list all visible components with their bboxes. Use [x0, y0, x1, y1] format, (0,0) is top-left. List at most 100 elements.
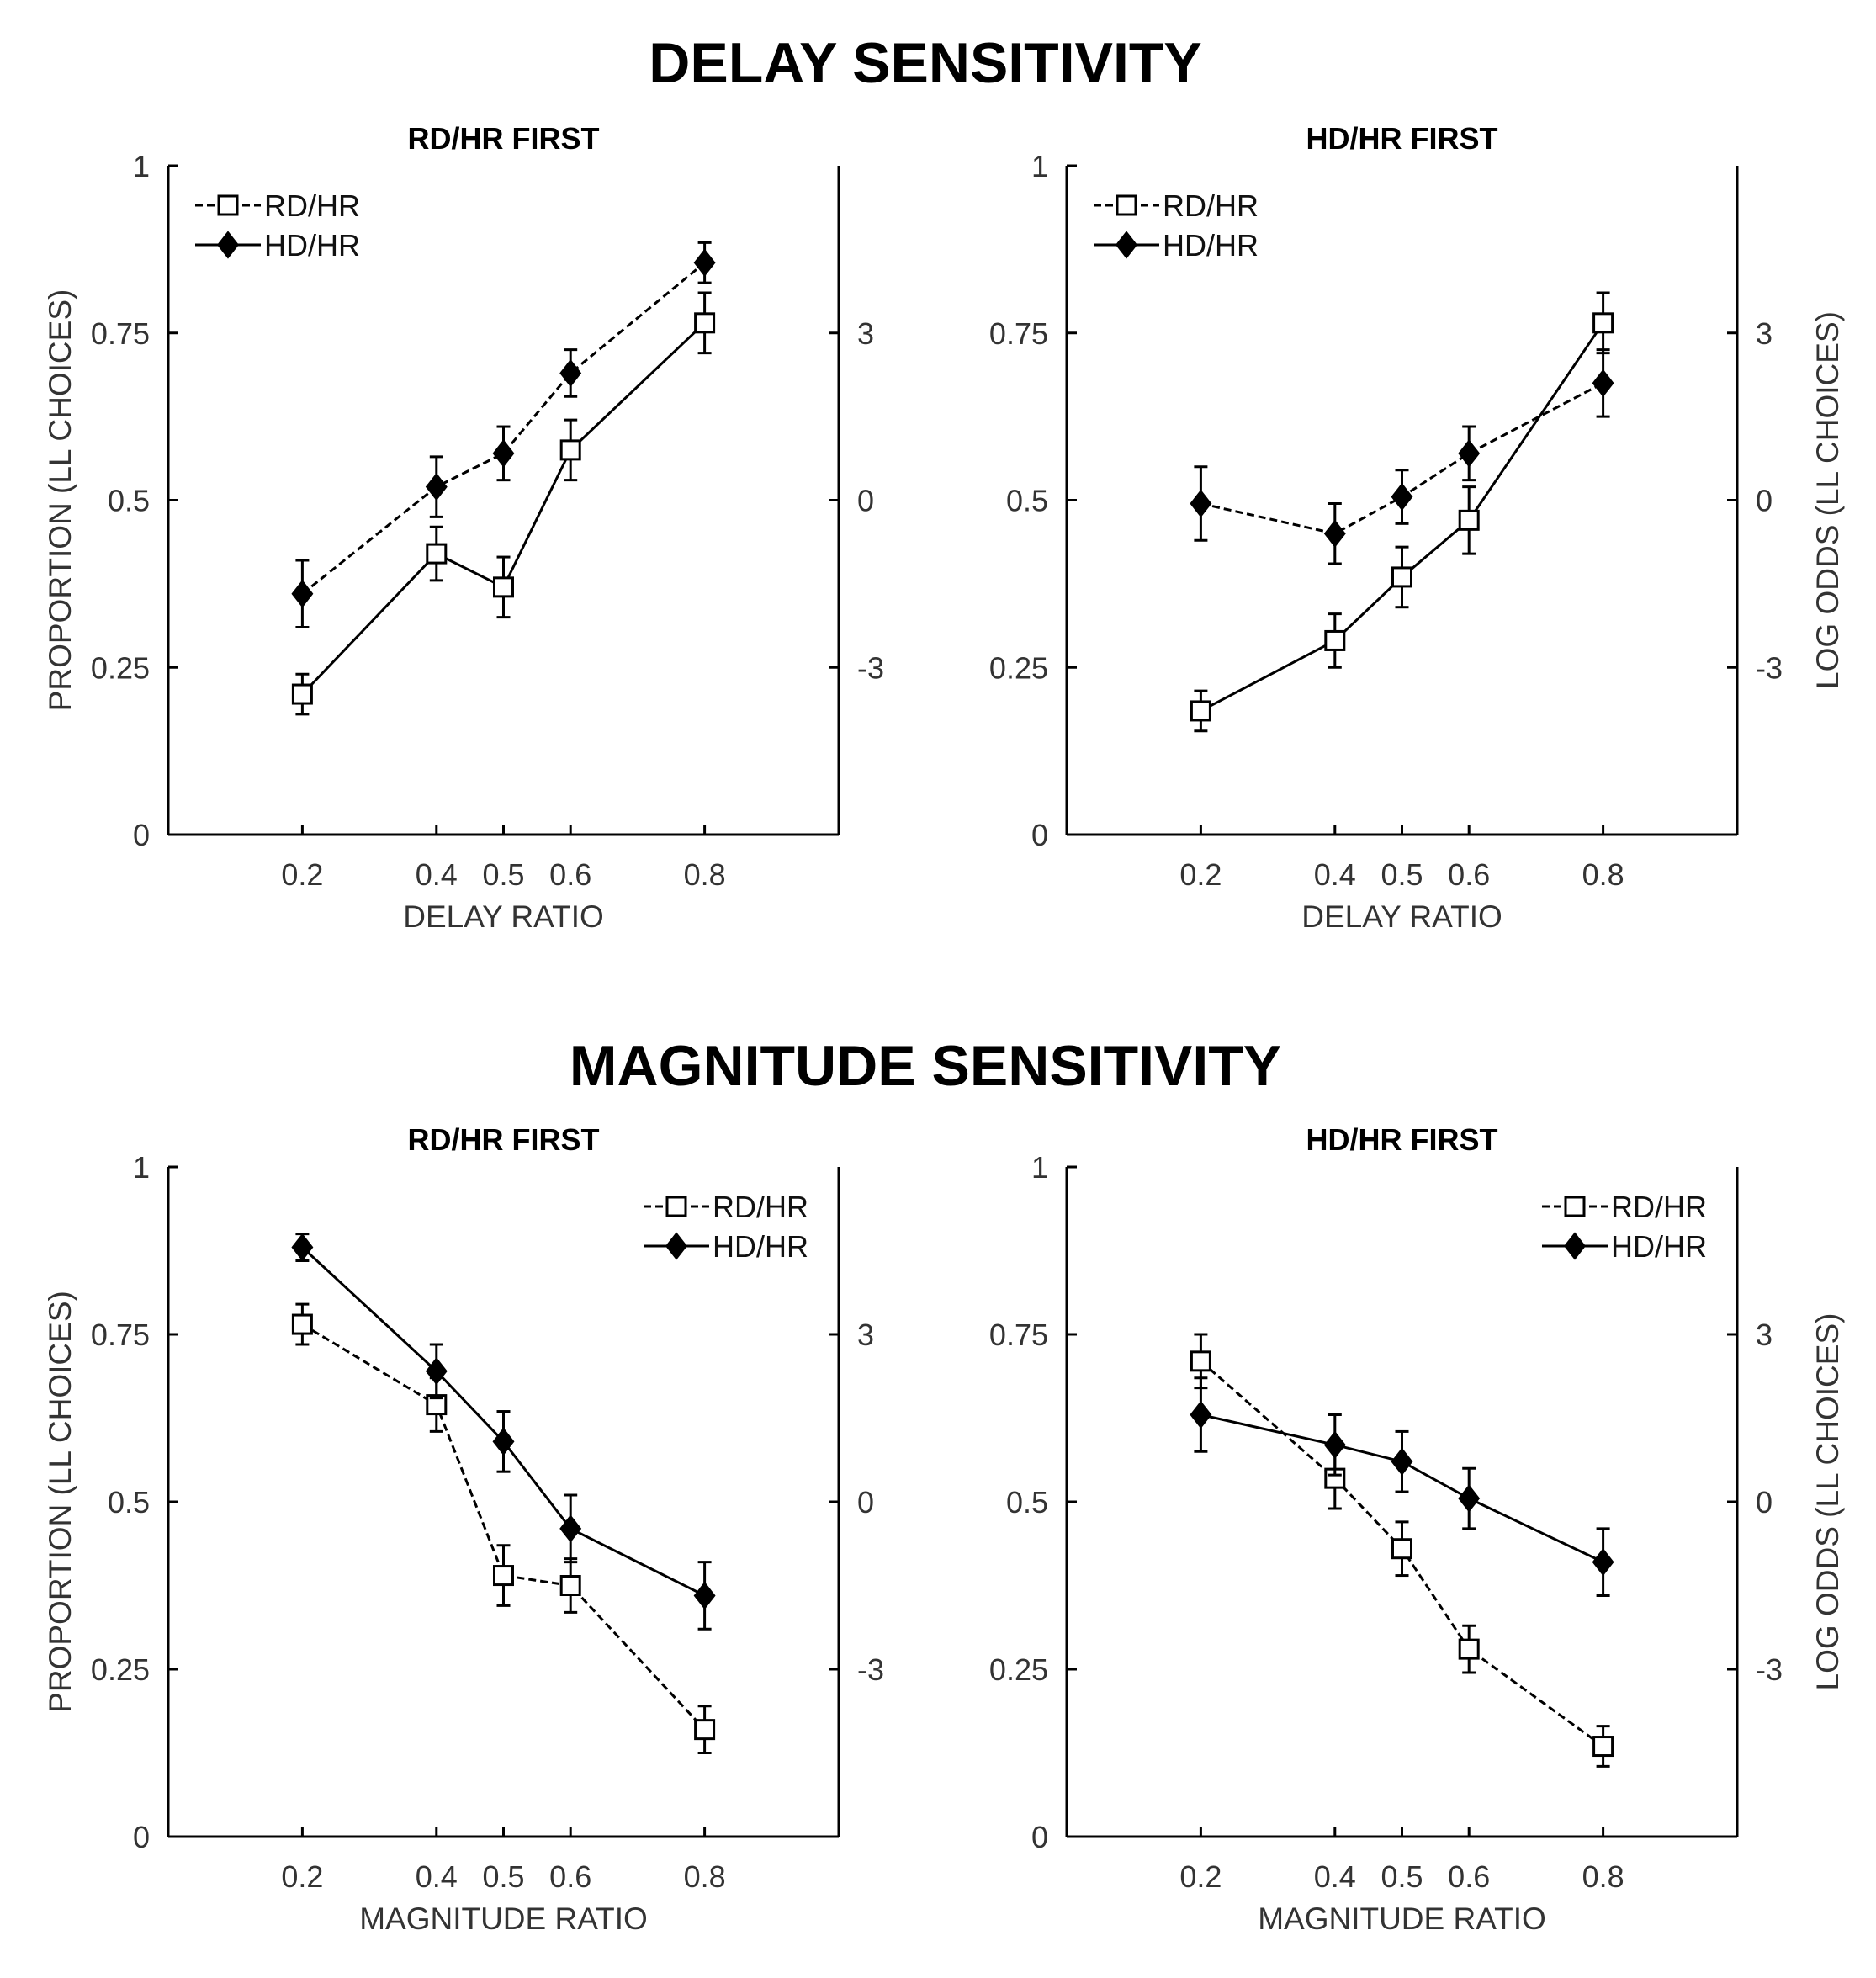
data-point	[492, 1427, 515, 1456]
data-point	[1592, 312, 1614, 334]
data-point	[694, 1719, 716, 1741]
magnitude-section-title: MAGNITUDE SENSITIVITY	[570, 1034, 1281, 1098]
data-point	[693, 1581, 716, 1610]
x-tick-label: 0.2	[1179, 857, 1222, 892]
y-tick-label: 0.75	[91, 316, 150, 351]
data-point	[559, 358, 582, 388]
x-tick-label: 0.5	[1381, 857, 1423, 892]
data-point	[493, 576, 514, 598]
x-tick-label: 0.2	[1179, 1859, 1222, 1894]
y2-tick-label: 0	[1756, 1485, 1773, 1519]
data-point	[1391, 1447, 1413, 1476]
x-tick-label: 0.2	[281, 1859, 323, 1894]
legend-label: RD/HR	[1163, 188, 1259, 223]
data-point	[1323, 519, 1346, 548]
legend-label: RD/HR	[713, 1190, 808, 1224]
y-tick-label: 0.25	[91, 650, 150, 685]
panel-3: RD/HR FIRST 0 0.25 0.5 0.75 1 -3 0 3 0.2 0.4 0.5 0.6…	[43, 1122, 884, 1936]
panel-4: HD/HR FIRST 0 0.25 0.5 0.75 1 -3 0 3 0.2 0.4 0.5 0.6…	[989, 1122, 1845, 1936]
legend: RD/HR HD/HR	[1094, 188, 1259, 262]
series-hd-hr	[1190, 348, 1614, 565]
y2-tick-label: 3	[1756, 316, 1773, 351]
series-rd-hr	[1190, 1333, 1614, 1768]
panel-title: RD/HR FIRST	[408, 1122, 600, 1157]
x-tick-label: 0.4	[416, 857, 458, 892]
data-point	[425, 472, 448, 501]
data-point	[291, 580, 314, 608]
data-point	[1592, 1548, 1614, 1577]
y2-tick-label: 3	[857, 316, 874, 351]
legend-label: RD/HR	[264, 188, 360, 223]
data-point	[1324, 629, 1346, 651]
y-axis-label: PROPORTION (LL CHOICES)	[43, 1291, 77, 1713]
data-point	[1190, 700, 1211, 722]
data-point	[291, 1313, 313, 1335]
legend: RD/HR HD/HR	[195, 188, 360, 262]
x-axis-label: MAGNITUDE RATIO	[1258, 1901, 1546, 1936]
data-point	[425, 1357, 448, 1386]
data-point	[1323, 1430, 1346, 1459]
data-point	[1458, 509, 1480, 531]
y-tick-label: 0.5	[108, 484, 150, 518]
y-tick-label: 1	[1031, 149, 1048, 183]
legend-label: HD/HR	[1163, 228, 1259, 262]
legend-marker	[1116, 194, 1137, 216]
x-tick-label: 0.5	[482, 857, 524, 892]
data-point	[291, 683, 313, 705]
y2-tick-label: 3	[1756, 1318, 1773, 1352]
series-hd-hr	[291, 241, 716, 629]
y2-axis-label: LOG ODDS (LL CHOICES)	[1810, 311, 1845, 689]
y2-tick-label: 0	[1756, 484, 1773, 518]
legend-marker	[217, 194, 239, 216]
data-point	[559, 1575, 581, 1596]
data-point	[1592, 1736, 1614, 1758]
legend-marker	[665, 1196, 687, 1217]
y2-tick-label: -3	[1756, 650, 1783, 685]
legend-marker	[1116, 231, 1137, 259]
legend-marker	[665, 1232, 687, 1260]
legend: RD/HR HD/HR	[644, 1190, 808, 1264]
data-point	[1391, 1538, 1412, 1560]
y-tick-label: 0	[1031, 1820, 1048, 1854]
data-point	[693, 248, 716, 277]
y2-tick-label: 3	[857, 1318, 874, 1352]
data-point	[291, 1233, 314, 1262]
data-point	[426, 543, 448, 565]
y2-tick-label: 0	[857, 484, 874, 518]
y2-axis-label: LOG ODDS (LL CHOICES)	[1810, 1313, 1845, 1691]
panel-title: RD/HR FIRST	[408, 121, 600, 156]
data-point	[1190, 1350, 1211, 1372]
y-tick-label: 0.5	[1006, 1485, 1048, 1519]
delay-section-title: DELAY SENSITIVITY	[649, 31, 1202, 95]
legend-marker	[217, 231, 239, 259]
series-rd-hr	[291, 1302, 716, 1754]
series-rd-hr	[1190, 291, 1614, 733]
y-tick-label: 0.25	[989, 650, 1048, 685]
x-tick-label: 0.8	[684, 1859, 726, 1894]
data-point	[559, 1514, 582, 1543]
x-axis-label: DELAY RATIO	[1301, 899, 1502, 934]
x-tick-label: 0.2	[281, 857, 323, 892]
data-point	[1458, 439, 1481, 468]
y2-tick-label: -3	[1756, 1652, 1783, 1687]
x-tick-label: 0.8	[684, 857, 726, 892]
x-tick-label: 0.6	[1448, 857, 1490, 892]
y-tick-label: 1	[133, 149, 150, 183]
data-point	[559, 439, 581, 461]
x-tick-label: 0.5	[482, 1859, 524, 1894]
legend-label: HD/HR	[713, 1229, 808, 1264]
y-tick-label: 1	[133, 1150, 150, 1185]
x-axis-label: DELAY RATIO	[403, 899, 604, 934]
legend: RD/HR HD/HR	[1542, 1190, 1707, 1264]
y-tick-label: 0.75	[91, 1318, 150, 1352]
y-tick-label: 1	[1031, 1150, 1048, 1185]
panel-title: HD/HR FIRST	[1306, 121, 1498, 156]
y-tick-label: 0	[133, 1820, 150, 1854]
y-tick-label: 0.5	[1006, 484, 1048, 518]
y-tick-label: 0.25	[91, 1652, 150, 1687]
series-hd-hr	[1190, 1376, 1614, 1597]
panel-1: RD/HR FIRST 0 0.25 0.5 0.75 1 -3 0 3 0.2 0.4 0.5 0.6…	[43, 121, 884, 934]
y2-tick-label: -3	[857, 1652, 884, 1687]
data-point	[1190, 1400, 1212, 1429]
y2-tick-label: -3	[857, 650, 884, 685]
